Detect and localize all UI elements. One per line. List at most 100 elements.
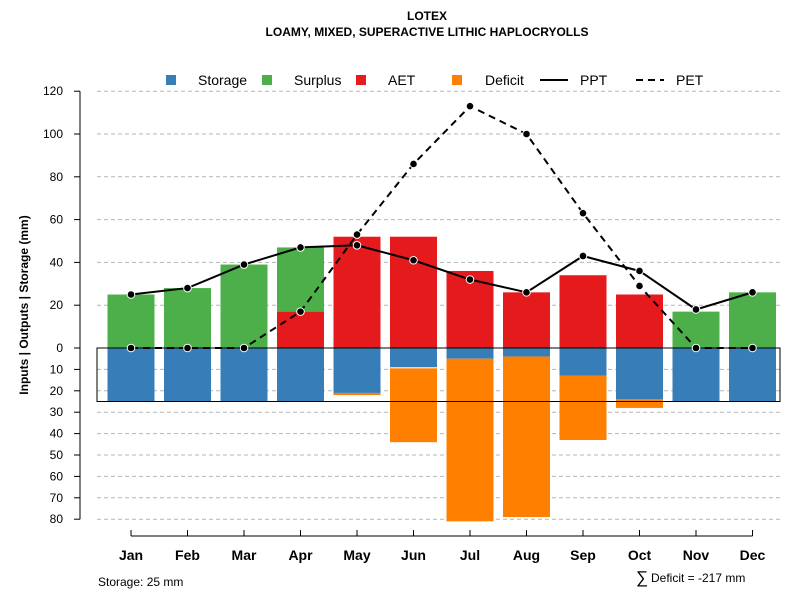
y-tick-label-lower-30: 30 xyxy=(50,405,64,419)
legend-label-pet: PET xyxy=(676,72,704,88)
pet-point-Apr xyxy=(296,307,305,316)
deficit-bar-Jun xyxy=(390,368,437,443)
y-axis-label: Inputs | Outputs | Storage (mm) xyxy=(17,215,31,394)
storage-bar-Feb xyxy=(164,348,211,402)
ppt-point-Jan xyxy=(126,290,136,299)
y-tick-label-lower-20: 20 xyxy=(50,384,64,398)
storage-bar-Mar xyxy=(220,348,268,402)
pet-point-May xyxy=(352,230,362,239)
legend-swatch-storage xyxy=(166,75,176,85)
x-tick-label-Apr: Apr xyxy=(288,547,313,563)
x-tick-label-Aug: Aug xyxy=(513,547,540,563)
y-axis: 0 20 40 60 80 100 120 10 20 30 40 50 60 70 80 xyxy=(43,84,81,526)
storage-bar-Jul xyxy=(446,348,494,359)
lines xyxy=(126,101,757,353)
pet-point-Jan xyxy=(126,343,136,353)
aet-bar-Aug xyxy=(503,292,550,348)
ppt-point-Oct xyxy=(635,266,644,276)
y-tick-label-lower-60: 60 xyxy=(50,469,64,483)
pet-point-Jun xyxy=(409,159,418,169)
chart-subtitle: LOAMY, MIXED, SUPERACTIVE LITHIC HAPLOCR… xyxy=(266,25,589,39)
deficit-bar-May xyxy=(333,392,381,396)
ppt-point-Jul xyxy=(465,275,475,284)
ppt-point-Nov xyxy=(691,305,701,314)
legend-label-surplus: Surplus xyxy=(294,72,341,88)
y-tick-label-lower-10: 10 xyxy=(50,362,64,376)
ppt-point-Jun xyxy=(409,255,418,265)
storage-bar-Sep xyxy=(559,348,607,376)
y-tick-label-upper-100: 100 xyxy=(43,127,63,141)
surplus-bar-Feb xyxy=(164,288,211,348)
storage-bar-May xyxy=(333,348,381,393)
x-axis: Jan Feb Mar Apr May Jun Jul Aug Sep Oct Nov Dec xyxy=(119,530,766,563)
aet-bar-May xyxy=(333,236,381,348)
x-tick-label-Nov: Nov xyxy=(683,547,710,563)
storage-bar-Oct xyxy=(616,348,663,400)
storage-bar-Jan xyxy=(107,348,155,402)
storage-bar-Apr xyxy=(277,348,324,402)
x-tick-label-Sep: Sep xyxy=(570,547,596,563)
legend-swatch-surplus xyxy=(262,75,272,85)
legend-label-deficit: Deficit xyxy=(485,72,524,88)
deficit-note: Deficit = -217 mm xyxy=(651,571,745,585)
aet-bar-Apr xyxy=(277,311,324,348)
aet-bar-Sep xyxy=(559,275,607,348)
ppt-point-May xyxy=(352,240,362,250)
deficit-bar-Aug xyxy=(503,356,550,518)
pet-point-Sep xyxy=(578,208,588,218)
axis-frame xyxy=(96,347,781,402)
storage-bar-Nov xyxy=(672,348,720,402)
y-tick-label-lower-70: 70 xyxy=(50,491,64,505)
pet-point-Jul xyxy=(465,101,475,111)
pet-point-Oct xyxy=(635,281,644,291)
surplus-bar-Jan xyxy=(107,294,155,348)
y-tick-label-lower-40: 40 xyxy=(50,427,64,441)
deficit-bar-Oct xyxy=(616,399,663,408)
ppt-point-Dec xyxy=(748,288,757,297)
storage-bar-Aug xyxy=(503,348,550,357)
ppt-point-Feb xyxy=(183,283,192,293)
storage-bar-Dec xyxy=(729,348,776,402)
y-tick-label-lower-80: 80 xyxy=(50,512,64,526)
ppt-point-Aug xyxy=(522,288,531,297)
x-tick-label-Oct: Oct xyxy=(628,547,652,563)
legend-label-aet: AET xyxy=(388,72,416,88)
x-tick-label-Jan: Jan xyxy=(119,547,143,563)
pet-point-Dec xyxy=(748,343,757,353)
chart-title: LOTEX xyxy=(407,9,447,23)
x-tick-label-Jul: Jul xyxy=(460,547,480,563)
legend-label-ppt: PPT xyxy=(580,72,608,88)
legend-label-storage: Storage xyxy=(198,72,247,88)
bars xyxy=(107,236,776,522)
pet-point-Nov xyxy=(691,343,701,353)
surplus-bar-Mar xyxy=(220,264,268,348)
legend: Storage Surplus AET Deficit PPT PET xyxy=(166,72,704,88)
y-tick-label-upper-40: 40 xyxy=(50,255,64,269)
y-tick-label-upper-80: 80 xyxy=(50,170,64,184)
legend-swatch-deficit xyxy=(452,75,462,85)
ppt-point-Sep xyxy=(578,251,588,261)
pet-point-Aug xyxy=(522,129,531,139)
x-tick-label-May: May xyxy=(343,547,370,563)
ppt-point-Mar xyxy=(239,260,249,269)
y-tick-label-lower-50: 50 xyxy=(50,448,64,462)
x-tick-label-Mar: Mar xyxy=(232,547,257,563)
pet-point-Mar xyxy=(239,343,249,353)
sum-symbol: ∑ xyxy=(636,568,648,587)
ppt-point-Apr xyxy=(296,243,305,252)
x-tick-label-Feb: Feb xyxy=(175,547,200,563)
pet-point-Feb xyxy=(183,343,192,353)
surplus-bar-Apr xyxy=(277,247,324,312)
surplus-bar-Dec xyxy=(729,292,776,348)
pet-line xyxy=(131,104,753,349)
x-tick-label-Jun: Jun xyxy=(401,547,426,563)
ppt-line xyxy=(130,244,753,311)
aet-bar-Jun xyxy=(390,236,437,348)
deficit-bar-Sep xyxy=(559,375,607,441)
deficit-bar-Jul xyxy=(446,358,494,522)
legend-swatch-aet xyxy=(356,75,366,85)
y-tick-label-upper-20: 20 xyxy=(50,298,64,312)
x-tick-label-Dec: Dec xyxy=(740,547,766,563)
storage-bar-Jun xyxy=(390,348,437,368)
